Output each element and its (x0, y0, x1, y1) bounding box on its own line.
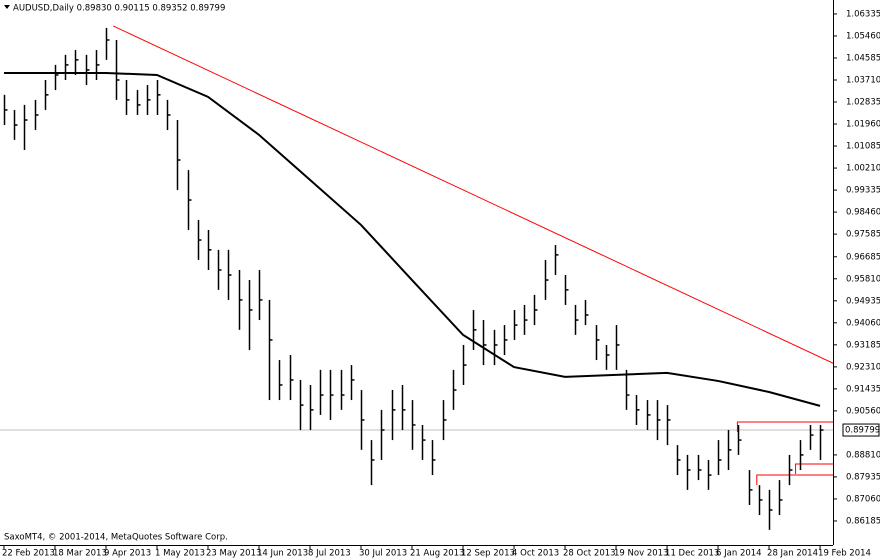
y-tick-label: 1.02835 (846, 98, 880, 108)
level-line (736, 421, 833, 432)
x-tick-label: 4 Oct 2013 (512, 549, 559, 559)
y-tick-label: 0.88810 (846, 450, 880, 460)
x-tick-label: 22 Feb 2013 (2, 549, 55, 559)
y-tick-label: 0.99335 (846, 186, 880, 196)
x-tick-label: 19 Feb 2014 (818, 549, 871, 559)
moving-average (3, 71, 821, 407)
y-tick-label: 1.01085 (846, 142, 880, 152)
x-tick-label: 30 Jul 2013 (359, 549, 407, 559)
x-tick-label: 19 Nov 2013 (614, 549, 668, 559)
y-tick-label: 0.87060 (846, 494, 880, 504)
copyright: SaxoMT4, © 2001-2014, MetaQuotes Softwar… (4, 533, 228, 543)
x-tick-label: 11 Dec 2013 (665, 549, 719, 559)
y-tick-label: 0.94935 (846, 296, 880, 306)
level-line (756, 474, 833, 486)
x-tick-label: 8 Jul 2013 (308, 549, 351, 559)
y-tick-label: 0.91435 (846, 384, 880, 394)
y-tick-label: 0.90560 (846, 406, 880, 416)
x-tick-label: 6 Jan 2014 (716, 549, 762, 559)
y-tick-label: 0.86185 (846, 516, 880, 526)
y-tick-label: 0.97585 (846, 230, 880, 240)
y-tick-label: 0.95810 (846, 274, 880, 284)
y-tick-label: 0.87935 (846, 472, 880, 482)
last-price-box (842, 423, 880, 437)
x-tick-label: 21 Aug 2013 (410, 549, 464, 559)
plot-area (0, 25, 833, 530)
x-tick-label: 9 Apr 2013 (104, 549, 151, 559)
x-tick-label: 12 Sep 2013 (461, 549, 515, 559)
y-tick-label: 1.03710 (846, 75, 880, 85)
y-tick-label: 1.06335 (846, 9, 880, 19)
y-tick-label: 1.00210 (846, 164, 880, 174)
x-tick-label: 28 Oct 2013 (563, 549, 616, 559)
y-tick-label: 0.92310 (846, 362, 880, 372)
trendline (112, 25, 833, 364)
level-line (795, 463, 833, 474)
x-tick-label: 28 Jan 2014 (767, 549, 818, 559)
y-tick-label: 1.04585 (846, 53, 880, 63)
menu-arrow[interactable] (4, 5, 10, 9)
chart-title: AUDUSD,Daily 0.89830 0.90115 0.89352 0.8… (13, 4, 225, 14)
y-tick-label: 1.05460 (846, 31, 880, 41)
y-tick-label: 0.94060 (846, 318, 880, 328)
y-tick-label: 0.93185 (846, 340, 880, 350)
last-price-label: 0.89799 (845, 426, 880, 436)
x-tick-label: 18 Mar 2013 (53, 549, 107, 559)
y-tick-label: 0.96685 (846, 252, 880, 262)
x-tick-label: 1 May 2013 (155, 549, 205, 559)
y-tick-label: 0.98460 (846, 208, 880, 218)
x-tick-label: 23 May 2013 (206, 549, 261, 559)
y-tick-label: 1.01960 (846, 120, 880, 130)
x-tick-label: 14 Jun 2013 (257, 549, 308, 559)
